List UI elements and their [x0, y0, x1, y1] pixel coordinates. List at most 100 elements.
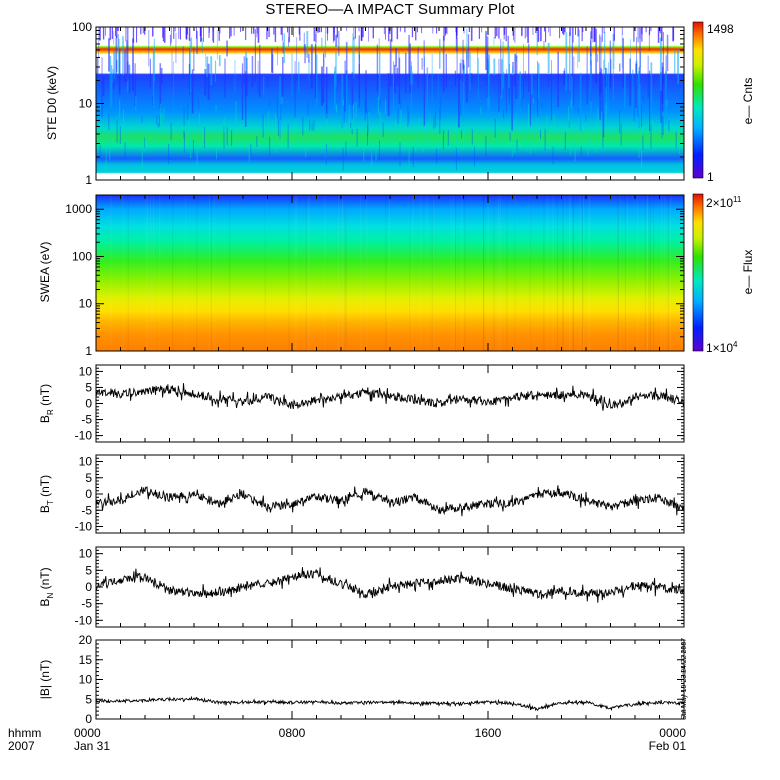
- ste-streak: [245, 27, 247, 40]
- ste-streak: [254, 29, 256, 83]
- swea-streak: [487, 195, 489, 351]
- ste-streak: [333, 27, 335, 41]
- ste-streak: [169, 34, 172, 46]
- ste-streak: [185, 27, 188, 40]
- ste-streak: [595, 28, 597, 83]
- ste-streak: [117, 27, 119, 31]
- ste-streak: [623, 74, 626, 108]
- ste-streak: [343, 102, 345, 124]
- swea-streak: [583, 195, 584, 351]
- ste-streak: [315, 34, 317, 89]
- ste-streak: [666, 99, 668, 106]
- ste-streak: [639, 27, 641, 39]
- ste-streak: [148, 29, 150, 67]
- ste-streak: [112, 69, 114, 84]
- ste-streak: [306, 31, 309, 58]
- ste-streak: [304, 44, 306, 64]
- ste-streak: [163, 107, 165, 120]
- ste-streak: [528, 104, 529, 129]
- ste-streak: [460, 101, 462, 117]
- ste-colorbar-min: 1: [707, 170, 714, 184]
- ste-streak: [677, 48, 679, 84]
- ste-streak: [455, 147, 457, 171]
- ste-streak: [619, 63, 621, 72]
- ste-streak: [109, 27, 111, 41]
- ste-streak: [524, 124, 526, 142]
- ste-streak: [368, 112, 370, 130]
- ste-streak: [514, 139, 515, 154]
- ste-streak: [379, 97, 381, 107]
- ste-streak: [494, 27, 496, 39]
- swea-streak: [493, 195, 495, 351]
- ytick-label: 0: [85, 487, 92, 501]
- ytick-label: 100: [72, 249, 92, 263]
- ste-streak: [351, 72, 354, 106]
- ste-streak: [559, 27, 561, 39]
- swea-streak: [618, 195, 620, 351]
- swea-streak: [562, 195, 564, 351]
- swea-ylabel: SWEA (eV): [38, 242, 52, 303]
- swea-streak: [556, 195, 558, 351]
- ste-streak: [648, 27, 651, 36]
- ste-streak: [602, 136, 604, 149]
- ste-streak: [514, 53, 517, 87]
- swea-streak: [196, 195, 198, 351]
- ste-streak: [463, 27, 465, 34]
- ste-streak: [604, 67, 607, 88]
- ste-streak: [397, 109, 399, 124]
- ste-streak: [161, 112, 163, 135]
- ste-streak: [126, 127, 128, 148]
- swea-streak: [366, 195, 368, 351]
- swea-streak: [147, 195, 148, 351]
- swea-streak: [624, 195, 626, 351]
- swea-streak: [529, 195, 531, 351]
- panel-frame: [95, 364, 685, 443]
- ste-streak: [494, 118, 496, 138]
- ste-streak: [216, 29, 218, 60]
- ste-streak: [348, 105, 350, 129]
- ste-streak: [99, 27, 101, 41]
- ste-streak: [456, 27, 457, 39]
- ste-streak: [405, 125, 407, 136]
- swea-streak: [579, 195, 581, 351]
- ste-streak: [263, 76, 265, 96]
- xtick-sublabel: Jan 31: [74, 739, 110, 753]
- ste-streak: [226, 40, 228, 57]
- swea-streak: [543, 195, 545, 351]
- ste-streak: [105, 27, 106, 36]
- ste-streak: [521, 27, 523, 37]
- ste-streak: [223, 126, 225, 149]
- ste-streak: [234, 60, 236, 92]
- ste-colorbar-max: 1498: [707, 22, 734, 36]
- swea-streak: [208, 195, 210, 351]
- ste-streak: [335, 34, 338, 47]
- ste-streak: [376, 44, 378, 93]
- swea-streak: [572, 195, 574, 351]
- ste-streak: [498, 27, 500, 39]
- xtick-sublabel: Feb 01: [649, 739, 687, 753]
- ste-streak: [661, 62, 664, 104]
- ste-streak: [308, 59, 310, 82]
- ste-streak: [487, 63, 489, 118]
- ste-streak: [431, 53, 433, 101]
- ste-streak: [409, 43, 411, 93]
- ste-streak: [224, 58, 226, 98]
- ste-streak: [287, 124, 289, 148]
- ste-streak: [160, 103, 162, 112]
- ste-streak: [653, 74, 655, 86]
- swea-streak: [294, 195, 296, 351]
- bmag-panel: 0 5 10 15 20 |B| (nT): [38, 633, 685, 726]
- ste-streak: [111, 27, 113, 39]
- ste-streak: [320, 125, 322, 138]
- ste-streak: [505, 27, 507, 42]
- ste-streak: [650, 124, 652, 150]
- ste-streak: [162, 27, 164, 42]
- ste-streak: [643, 95, 645, 101]
- swea-streak: [305, 195, 307, 351]
- ste-d0-panel: 1498 1 e— Cnts STE D0 (keV) 1 10 100: [45, 20, 755, 187]
- ste-streak: [204, 68, 207, 96]
- swea-streak: [453, 195, 455, 351]
- ste-streak: [248, 139, 250, 162]
- ste-streak: [661, 115, 663, 139]
- bt-panel: -10 -5 0 5 10 BT (nT): [38, 454, 685, 534]
